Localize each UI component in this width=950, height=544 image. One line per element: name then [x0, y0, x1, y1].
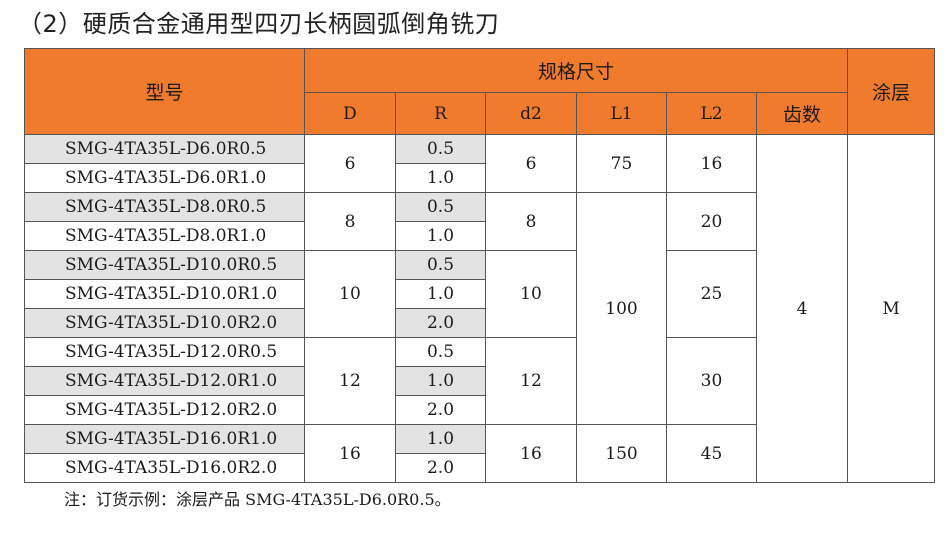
- model-cell: SMG-4TA35L-D16.0R2.0: [24, 453, 305, 483]
- R-cell: 2.0: [395, 395, 486, 425]
- table-row: SMG-4TA35L-D6.0R0.5 6 0.5 6 75 16 4 M: [24, 134, 936, 483]
- note-example-code: SMG-4TA35L-D6.0R0.5。: [245, 490, 451, 509]
- header-D: D: [304, 92, 396, 135]
- header-d2: d2: [485, 92, 577, 135]
- teeth-cell: 4: [755, 134, 849, 483]
- table-row: SMG-4TA35L-D10.0R2.0 2.0: [24, 308, 935, 338]
- D-cell: 6: [304, 134, 396, 193]
- table-row: SMG-4TA35L-D16.0R2.0 2.0: [24, 453, 935, 483]
- table-row: SMG-4TA35L-D16.0R1.0 16 1.0 16 150 45: [24, 424, 935, 483]
- header-row-1: 型号 规格尺寸 涂层: [24, 48, 936, 135]
- model-cell: SMG-4TA35L-D12.0R0.5: [24, 337, 305, 367]
- D-cell: 8: [304, 192, 396, 251]
- d2-cell: 12: [485, 337, 577, 425]
- spec-table: 型号 规格尺寸 涂层 D R d2 L1 L2 齿数 SMG-4TA35L-D6…: [24, 48, 936, 483]
- model-cell: SMG-4TA35L-D10.0R2.0: [24, 308, 305, 338]
- table-row: SMG-4TA35L-D10.0R0.5 10 0.5 10 25: [24, 250, 935, 338]
- L1-cell: 150: [576, 424, 667, 483]
- D-cell: 16: [304, 424, 396, 483]
- header-coating: 涂层: [847, 48, 936, 135]
- table-row: SMG-4TA35L-D12.0R2.0 2.0: [24, 395, 935, 425]
- model-cell: SMG-4TA35L-D12.0R2.0: [24, 395, 305, 425]
- L1-cell: 75: [576, 134, 667, 193]
- L2-cell: 20: [666, 192, 757, 251]
- page-title: （2）硬质合金通用型四刃长柄圆弧倒角铣刀: [18, 10, 500, 38]
- header-teeth: 齿数: [755, 92, 849, 135]
- R-cell: 1.0: [395, 279, 486, 309]
- R-cell: 1.0: [395, 163, 486, 193]
- table-row: SMG-4TA35L-D8.0R0.5 8 0.5 8 100 20: [24, 192, 935, 425]
- R-cell: 1.0: [395, 424, 486, 454]
- header-model: 型号: [24, 48, 305, 135]
- R-cell: 0.5: [395, 192, 486, 222]
- L2-cell: 25: [666, 250, 757, 338]
- header-row-2: D R d2 L1 L2 齿数: [25, 92, 935, 135]
- R-cell: 1.0: [395, 366, 486, 396]
- L1-cell: 100: [576, 192, 667, 425]
- model-cell: SMG-4TA35L-D12.0R1.0: [24, 366, 305, 396]
- R-cell: 0.5: [395, 134, 486, 164]
- D-cell: 10: [304, 250, 396, 338]
- d2-cell: 6: [485, 134, 577, 193]
- header-R: R: [395, 92, 486, 135]
- D-cell: 12: [304, 337, 396, 425]
- coating-cell: M: [847, 134, 936, 483]
- header-L1: L1: [576, 92, 667, 135]
- R-cell: 2.0: [395, 308, 486, 338]
- R-cell: 0.5: [395, 337, 486, 367]
- R-cell: 2.0: [395, 453, 486, 483]
- d2-cell: 16: [485, 424, 577, 483]
- table-row: SMG-4TA35L-D6.0R1.0 1.0: [24, 163, 935, 193]
- L2-cell: 16: [666, 134, 757, 193]
- table-row: SMG-4TA35L-D12.0R1.0 1.0: [24, 366, 935, 396]
- note-prefix: 注：订货示例：涂层产品: [64, 490, 241, 509]
- header-spec: 规格尺寸: [303, 48, 849, 93]
- L2-cell: 45: [666, 424, 757, 483]
- header-L2: L2: [666, 92, 757, 135]
- L2-cell: 30: [666, 337, 757, 425]
- R-cell: 0.5: [395, 250, 486, 280]
- model-cell: SMG-4TA35L-D10.0R1.0: [24, 279, 305, 309]
- model-cell: SMG-4TA35L-D16.0R1.0: [24, 424, 305, 454]
- model-cell: SMG-4TA35L-D6.0R1.0: [24, 163, 305, 193]
- model-cell: SMG-4TA35L-D6.0R0.5: [24, 134, 305, 164]
- R-cell: 1.0: [395, 221, 486, 251]
- order-note: 注：订货示例：涂层产品 SMG-4TA35L-D6.0R0.5。: [64, 486, 451, 514]
- model-cell: SMG-4TA35L-D8.0R1.0: [24, 221, 305, 251]
- d2-cell: 8: [485, 192, 577, 251]
- table-row: SMG-4TA35L-D10.0R1.0 1.0: [24, 279, 935, 309]
- d2-cell: 10: [485, 250, 577, 338]
- table-row: SMG-4TA35L-D8.0R1.0 1.0: [24, 221, 935, 251]
- model-cell: SMG-4TA35L-D8.0R0.5: [24, 192, 305, 222]
- model-cell: SMG-4TA35L-D10.0R0.5: [24, 250, 305, 280]
